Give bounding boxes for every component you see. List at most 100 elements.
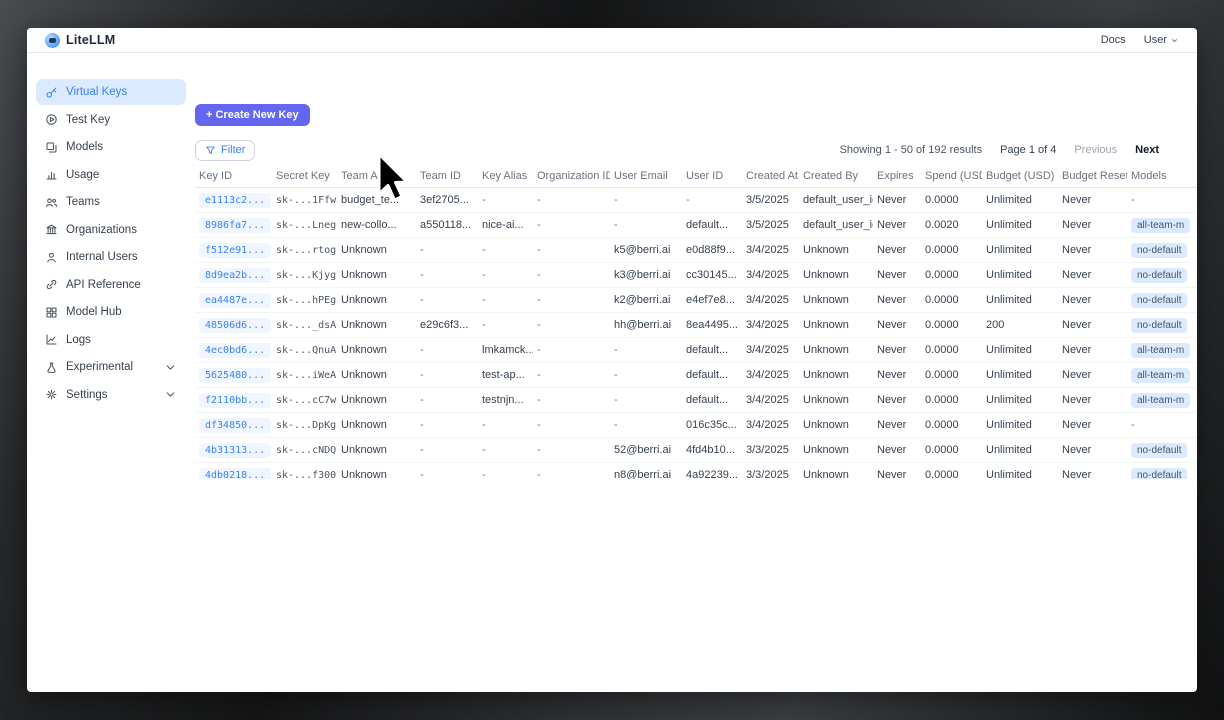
sidebar-item-virtual-keys[interactable]: Virtual Keys — [36, 79, 186, 105]
table-row[interactable]: 4b31313... sk-...cNDQ Unknown - - -52@berri.a… — [195, 437, 1197, 463]
pagination: Showing 1 - 50 of 192 results Page 1 of … — [840, 144, 1159, 156]
line-chart-icon — [45, 333, 58, 346]
cell-user_id: cc30145... — [682, 262, 742, 288]
table-row[interactable]: 4ec0bd6... sk-...QnuA Unknown - lmkamck... - -… — [195, 337, 1197, 363]
sidebar-item-test-key[interactable]: Test Key — [36, 107, 186, 133]
cell-budget_usd: Unlimited — [982, 362, 1058, 388]
cell-key_id: 8986fa7... — [195, 212, 272, 238]
cell-created_by: Unknown — [799, 462, 873, 479]
sidebar-item-api-reference[interactable]: API Reference — [36, 272, 186, 298]
sidebar-item-label: Models — [66, 141, 104, 153]
cell-user_email: - — [610, 187, 682, 213]
cell-created_by: Unknown — [799, 387, 873, 413]
litellm-logo-icon — [45, 32, 60, 48]
sidebar-item-internal-users[interactable]: Internal Users — [36, 244, 186, 270]
cell-user_id: 4fd4b10... — [682, 437, 742, 463]
key-id-badge[interactable]: 8986fa7... — [199, 217, 272, 233]
cell-key_alias: - — [478, 462, 533, 479]
filter-button[interactable]: Filter — [195, 139, 256, 161]
chevron-down-icon — [164, 388, 177, 401]
table-row[interactable]: ea4487e... sk-...hPEg Unknown - - - k2@berri.a… — [195, 287, 1197, 313]
cell-models: no-default — [1127, 262, 1197, 288]
cell-secret_key: sk-...Kjyg — [272, 262, 337, 288]
cell-created_at: 3/4/2025 — [742, 387, 799, 413]
cell-created_by: Unknown — [799, 362, 873, 388]
sidebar-item-model-hub[interactable]: Model Hub — [36, 299, 186, 325]
table-row[interactable]: 8986fa7... sk-...Lneg new-collo... a550118.… — [195, 212, 1197, 238]
sidebar-item-label: Internal Users — [66, 251, 138, 263]
gear-icon — [45, 388, 58, 401]
table-row[interactable]: 4db0218... sk-...f300 Unknown - - - n8@berri.a… — [195, 462, 1197, 479]
key-id-badge[interactable]: e1113c2... — [199, 192, 272, 208]
docs-link[interactable]: Docs — [1100, 34, 1126, 46]
cell-key_alias: - — [478, 237, 533, 263]
cell-user_id: default... — [682, 212, 742, 238]
table-row[interactable]: f2110bb... sk-...cC7w Unknown - testnjn... - -… — [195, 387, 1197, 413]
users-icon — [45, 196, 58, 209]
cell-created_by: default_user_id — [799, 187, 873, 213]
key-id-badge[interactable]: 4ec0bd6... — [199, 342, 272, 358]
cell-spend_usd: 0.0000 — [921, 387, 982, 413]
table-row[interactable]: 48506d6... sk-..._dsA Unknown e29c6f3... - - h… — [195, 312, 1197, 338]
brand[interactable]: LiteLLM — [45, 32, 115, 48]
table-row[interactable]: 8d9ea2b... sk-...Kjyg Unknown - - - k3@berri.a… — [195, 262, 1197, 288]
cell-created_at: 3/3/2025 — [742, 437, 799, 463]
key-id-badge[interactable]: f2110bb... — [199, 392, 272, 408]
cell-budget_usd: Unlimited — [982, 287, 1058, 313]
sidebar-item-usage[interactable]: Usage — [36, 162, 186, 188]
cell-budget_usd: Unlimited — [982, 462, 1058, 479]
sidebar-item-experimental[interactable]: Experimental — [36, 354, 186, 380]
key-id-badge[interactable]: 4b31313... — [199, 442, 272, 458]
table-row[interactable]: e1113c2... sk-...1Ffw budget_te... 3ef2705.… — [195, 187, 1197, 213]
cell-key_alias: - — [478, 312, 533, 338]
cell-team_id: - — [416, 237, 478, 263]
table-row[interactable]: f512e91... sk-...rtog Unknown - - - k5@berri.a… — [195, 237, 1197, 263]
table-row[interactable]: df34850... sk-...DpKg Unknown - - - -016c35c..… — [195, 412, 1197, 438]
sidebar-item-label: API Reference — [66, 278, 141, 291]
top-navbar: LiteLLM Docs User — [27, 28, 1197, 53]
cell-expires: Never — [873, 212, 921, 238]
cell-budget_usd: Unlimited — [982, 237, 1058, 263]
cell-key_id: 4b31313... — [195, 437, 272, 463]
sidebar-item-models[interactable]: Models — [36, 134, 186, 160]
bank-icon — [45, 223, 58, 236]
sidebar-item-settings[interactable]: Settings — [36, 382, 186, 408]
user-menu[interactable]: User — [1144, 34, 1179, 46]
sidebar-item-teams[interactable]: Teams — [36, 189, 186, 215]
cell-team_id: - — [416, 287, 478, 313]
key-id-badge[interactable]: f512e91... — [199, 242, 272, 258]
cell-models: all-team-m — [1127, 362, 1197, 388]
cell-budget_reset: Never — [1058, 462, 1127, 479]
cell-models: - — [1127, 412, 1197, 438]
create-new-key-button[interactable]: + Create New Key — [195, 104, 310, 126]
cell-created_at: 3/4/2025 — [742, 287, 799, 313]
cell-created_at: 3/4/2025 — [742, 362, 799, 388]
cell-user_email: hh@berri.ai — [610, 312, 682, 338]
cell-user_id: 4a92239... — [682, 462, 742, 479]
key-id-badge[interactable]: 5625480... — [199, 367, 272, 383]
key-id-badge[interactable]: 48506d6... — [199, 317, 272, 333]
cell-key_alias: - — [478, 437, 533, 463]
model-badge: no-default — [1131, 292, 1188, 308]
previous-page-button[interactable]: Previous — [1074, 144, 1118, 156]
cell-created_by: Unknown — [799, 412, 873, 438]
cell-key_alias: - — [478, 412, 533, 438]
table-row[interactable]: 5625480... sk-...iWeA Unknown - test-ap... - -… — [195, 362, 1197, 388]
cell-organization_id: - — [533, 387, 610, 413]
cell-models: all-team-m — [1127, 212, 1197, 238]
sidebar-item-logs[interactable]: Logs — [36, 327, 186, 353]
filter-button-label: Filter — [221, 144, 246, 156]
cell-user_id: 8ea4495... — [682, 312, 742, 338]
cell-budget_usd: Unlimited — [982, 212, 1058, 238]
cell-spend_usd: 0.0000 — [921, 262, 982, 288]
cell-created_at: 3/4/2025 — [742, 337, 799, 363]
key-id-badge[interactable]: 4db0218... — [199, 467, 272, 479]
cell-spend_usd: 0.0000 — [921, 412, 982, 438]
key-id-badge[interactable]: ea4487e... — [199, 292, 272, 308]
cell-created_by: Unknown — [799, 437, 873, 463]
key-id-badge[interactable]: df34850... — [199, 417, 272, 433]
key-id-badge[interactable]: 8d9ea2b... — [199, 267, 272, 283]
next-page-button[interactable]: Next — [1135, 144, 1159, 156]
sidebar-item-organizations[interactable]: Organizations — [36, 217, 186, 243]
cell-user_email: 52@berri.ai — [610, 437, 682, 463]
